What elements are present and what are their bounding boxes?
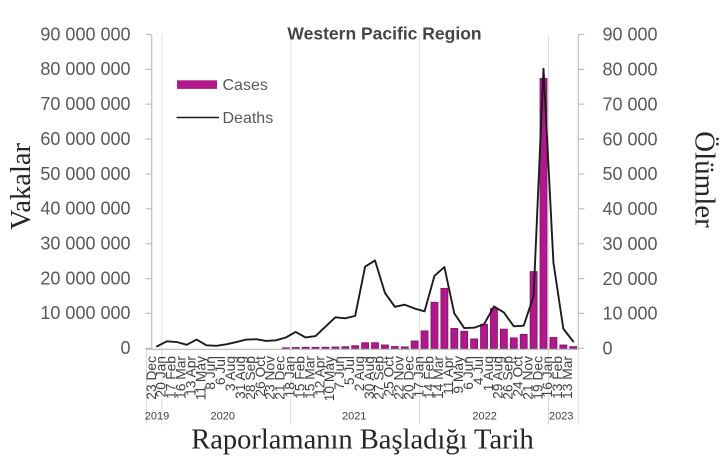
svg-text:16 Jan: 16 Jan	[540, 356, 555, 397]
svg-text:3 Aug: 3 Aug	[223, 356, 238, 391]
svg-text:28 Sep: 28 Sep	[243, 356, 258, 400]
svg-text:24 Oct: 24 Oct	[510, 356, 525, 397]
svg-text:8 Jun: 8 Jun	[203, 356, 218, 390]
svg-text:15 Feb: 15 Feb	[292, 356, 307, 399]
svg-text:13 Mar: 13 Mar	[560, 356, 575, 399]
svg-text:14 Feb: 14 Feb	[421, 356, 436, 399]
svg-text:7 Jun: 7 Jun	[332, 356, 347, 390]
svg-text:27 Sep: 27 Sep	[372, 356, 387, 400]
svg-text:Western Pacific Region: Western Pacific Region	[287, 23, 481, 43]
svg-text:30 000: 30 000	[603, 234, 658, 254]
svg-text:80 000 000: 80 000 000	[40, 59, 130, 79]
svg-text:29 Aug: 29 Aug	[491, 356, 506, 399]
svg-text:Raporlamanın Başladığı Tarih: Raporlamanın Başladığı Tarih	[191, 425, 534, 456]
svg-text:90 000: 90 000	[603, 25, 658, 45]
svg-text:Cases: Cases	[223, 77, 268, 94]
svg-text:60 000: 60 000	[603, 129, 658, 149]
svg-text:10 May: 10 May	[322, 356, 337, 401]
svg-text:16 Mar: 16 Mar	[173, 356, 188, 399]
svg-text:19 Dec: 19 Dec	[530, 356, 545, 400]
svg-text:11 Apr: 11 Apr	[441, 356, 456, 395]
svg-text:31 Aug: 31 Aug	[233, 356, 248, 399]
svg-text:11 May: 11 May	[193, 356, 208, 400]
svg-text:20 000 000: 20 000 000	[40, 268, 130, 288]
svg-text:2022: 2022	[472, 411, 496, 423]
svg-text:25 Oct: 25 Oct	[382, 356, 397, 397]
svg-text:Vakalar: Vakalar	[6, 142, 37, 230]
svg-text:90 000 000: 90 000 000	[40, 24, 130, 44]
svg-text:2023: 2023	[549, 411, 573, 423]
svg-text:Ölümler: Ölümler	[689, 131, 721, 228]
svg-text:5 Jul: 5 Jul	[342, 356, 357, 385]
svg-text:1 Aug: 1 Aug	[481, 356, 496, 391]
svg-text:2020: 2020	[211, 411, 235, 423]
svg-text:21 Dec: 21 Dec	[273, 356, 288, 400]
svg-text:10 000 000: 10 000 000	[40, 303, 130, 323]
svg-text:60 000 000: 60 000 000	[40, 129, 130, 149]
svg-text:26 Sep: 26 Sep	[501, 356, 516, 400]
svg-text:80 000: 80 000	[603, 60, 658, 80]
svg-text:6 Jun: 6 Jun	[461, 356, 476, 390]
svg-text:13 Feb: 13 Feb	[550, 356, 565, 399]
svg-text:40 000: 40 000	[603, 199, 658, 219]
svg-text:0: 0	[120, 338, 130, 358]
svg-text:70 000: 70 000	[603, 94, 658, 114]
svg-text:17 Feb: 17 Feb	[164, 356, 179, 399]
svg-text:30 000 000: 30 000 000	[40, 234, 130, 254]
svg-text:0: 0	[603, 339, 613, 359]
svg-text:26 Oct: 26 Oct	[253, 356, 268, 397]
svg-text:18 Jan: 18 Jan	[283, 356, 298, 397]
svg-text:14 Mar: 14 Mar	[431, 356, 446, 399]
svg-text:21 Nov: 21 Nov	[520, 356, 535, 400]
svg-text:50 000: 50 000	[603, 164, 658, 184]
svg-text:20 000: 20 000	[603, 269, 658, 289]
svg-text:4 Jul: 4 Jul	[471, 356, 486, 385]
svg-text:23 Dec: 23 Dec	[144, 356, 159, 400]
svg-text:20 Dec: 20 Dec	[401, 356, 416, 400]
svg-text:10 000: 10 000	[603, 304, 658, 324]
svg-text:22 Nov: 22 Nov	[392, 356, 407, 400]
svg-text:23 Nov: 23 Nov	[263, 356, 278, 400]
svg-text:40 000 000: 40 000 000	[40, 199, 130, 219]
svg-text:2 Aug: 2 Aug	[352, 356, 367, 391]
svg-text:13 Apr: 13 Apr	[183, 356, 198, 396]
svg-text:15 Mar: 15 Mar	[302, 356, 317, 399]
svg-text:2019: 2019	[145, 411, 169, 423]
svg-text:6 Jul: 6 Jul	[213, 356, 228, 385]
svg-text:Deaths: Deaths	[223, 110, 274, 127]
svg-text:9 May: 9 May	[451, 356, 466, 394]
svg-text:12 Apr: 12 Apr	[312, 356, 327, 396]
svg-text:2021: 2021	[342, 411, 366, 423]
svg-text:50 000 000: 50 000 000	[40, 164, 130, 184]
svg-text:30 Aug: 30 Aug	[362, 356, 377, 399]
svg-text:70 000 000: 70 000 000	[40, 94, 130, 114]
svg-text:17 Jan: 17 Jan	[411, 356, 426, 397]
svg-text:20 Jan: 20 Jan	[154, 356, 169, 397]
